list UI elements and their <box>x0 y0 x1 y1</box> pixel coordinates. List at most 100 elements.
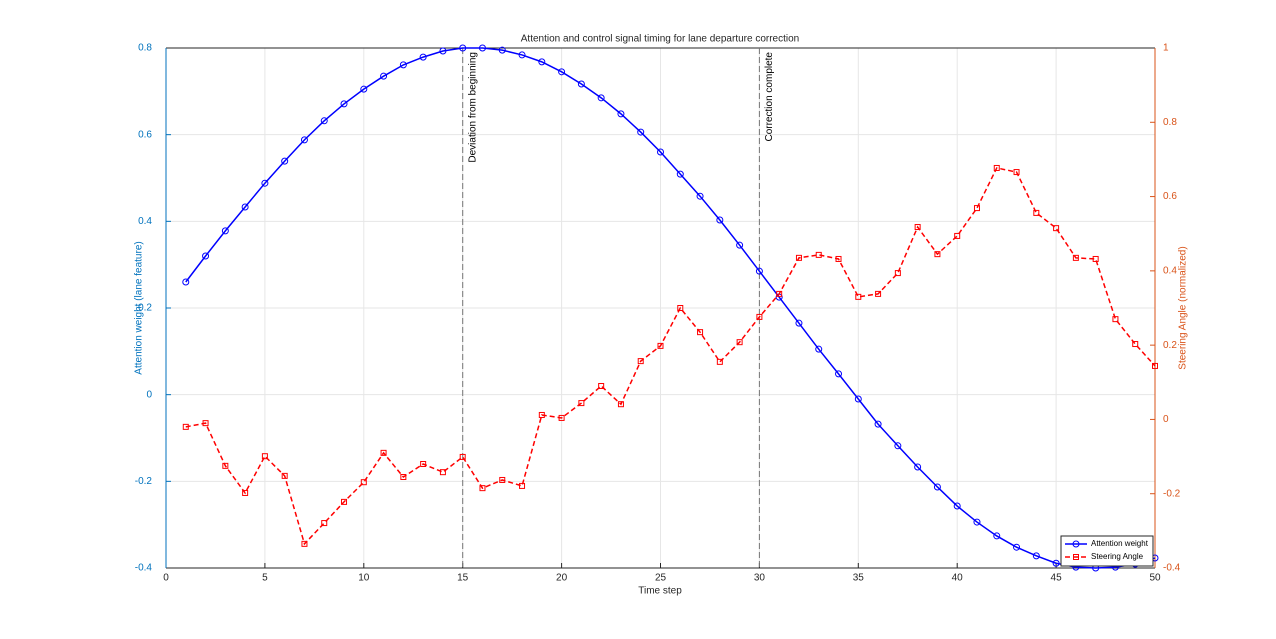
x-axis-label: Time step <box>638 586 682 597</box>
point <box>281 472 288 479</box>
point <box>894 442 902 450</box>
point <box>657 342 664 349</box>
point <box>973 205 980 212</box>
point <box>1092 255 1099 262</box>
annotation-label: Deviation from beginning <box>467 52 478 163</box>
point <box>815 345 823 353</box>
point <box>182 423 189 430</box>
point <box>519 482 526 489</box>
point <box>914 224 921 231</box>
point <box>677 305 684 311</box>
x-tick-label: 5 <box>262 573 268 584</box>
point <box>420 461 427 467</box>
point <box>400 474 407 480</box>
y2-axis-label: Steering Angle (normalized) <box>1178 246 1189 369</box>
point <box>617 401 624 408</box>
point <box>973 518 981 526</box>
x-tick-label: 20 <box>556 573 568 584</box>
point <box>242 489 249 496</box>
point <box>598 383 605 389</box>
point <box>993 164 1000 171</box>
point <box>1112 316 1119 323</box>
point <box>419 53 427 61</box>
point <box>221 227 229 235</box>
point <box>933 483 941 491</box>
point <box>1013 169 1020 176</box>
chart-title: Attention and control signal timing for … <box>521 34 800 45</box>
point <box>1072 254 1079 261</box>
point <box>380 449 387 456</box>
point <box>340 100 348 108</box>
x-tick-label: 50 <box>1149 573 1161 584</box>
point <box>697 329 704 336</box>
y-tick-label: 0.8 <box>138 43 152 54</box>
point <box>360 479 367 486</box>
x-tick-label: 40 <box>952 573 964 584</box>
x-tick-label: 15 <box>457 573 469 584</box>
point <box>1132 341 1139 348</box>
legend-marker <box>1072 540 1080 548</box>
point <box>1052 559 1060 567</box>
point <box>854 395 862 403</box>
point <box>202 252 210 260</box>
y2-tick-label: 0 <box>1163 414 1169 425</box>
point <box>835 255 842 262</box>
y-tick-label: -0.4 <box>135 563 153 574</box>
point <box>241 203 249 211</box>
point <box>795 254 802 261</box>
point <box>716 358 723 365</box>
point <box>321 520 328 527</box>
point <box>261 179 269 187</box>
point <box>716 216 724 224</box>
y-tick-label: -0.2 <box>135 476 153 487</box>
x-tick-label: 30 <box>754 573 766 584</box>
point <box>261 453 268 460</box>
y2-tick-label: -0.2 <box>1163 488 1181 499</box>
point <box>459 453 466 460</box>
point <box>320 117 328 125</box>
legend-label: Attention weight <box>1091 539 1149 548</box>
x-tick-label: 25 <box>655 573 667 584</box>
point <box>1032 552 1040 560</box>
point <box>439 47 447 55</box>
y-tick-label: 0.4 <box>138 216 152 227</box>
point <box>499 476 506 483</box>
point <box>538 411 545 418</box>
point <box>578 400 585 407</box>
point <box>736 339 743 346</box>
point <box>934 251 941 258</box>
point <box>577 80 585 88</box>
legend-label: Steering Angle <box>1091 552 1144 561</box>
x-tick-label: 35 <box>853 573 865 584</box>
point <box>953 502 961 510</box>
point <box>815 251 822 258</box>
point <box>1013 543 1021 551</box>
point <box>281 157 289 165</box>
point <box>755 267 763 275</box>
point <box>300 136 308 144</box>
y2-tick-label: 1 <box>1163 43 1169 54</box>
x-tick-label: 45 <box>1051 573 1063 584</box>
point <box>875 290 882 297</box>
y2-tick-label: 0.6 <box>1163 191 1177 202</box>
point <box>874 420 882 428</box>
point <box>439 469 446 476</box>
point <box>182 278 190 286</box>
point <box>894 270 901 277</box>
y2-tick-label: 0.4 <box>1163 265 1177 276</box>
point <box>696 192 704 200</box>
point <box>498 46 506 54</box>
point <box>835 370 843 378</box>
y-tick-label: 0.2 <box>138 303 152 314</box>
point <box>795 319 803 327</box>
point <box>341 498 348 505</box>
x-tick-label: 0 <box>163 573 169 584</box>
y2-tick-label: 0.8 <box>1163 117 1177 128</box>
series-line <box>185 167 1156 546</box>
point <box>558 68 566 76</box>
point <box>657 148 664 156</box>
point <box>478 44 486 52</box>
x-tick-label: 10 <box>358 573 370 584</box>
point <box>1053 225 1060 232</box>
